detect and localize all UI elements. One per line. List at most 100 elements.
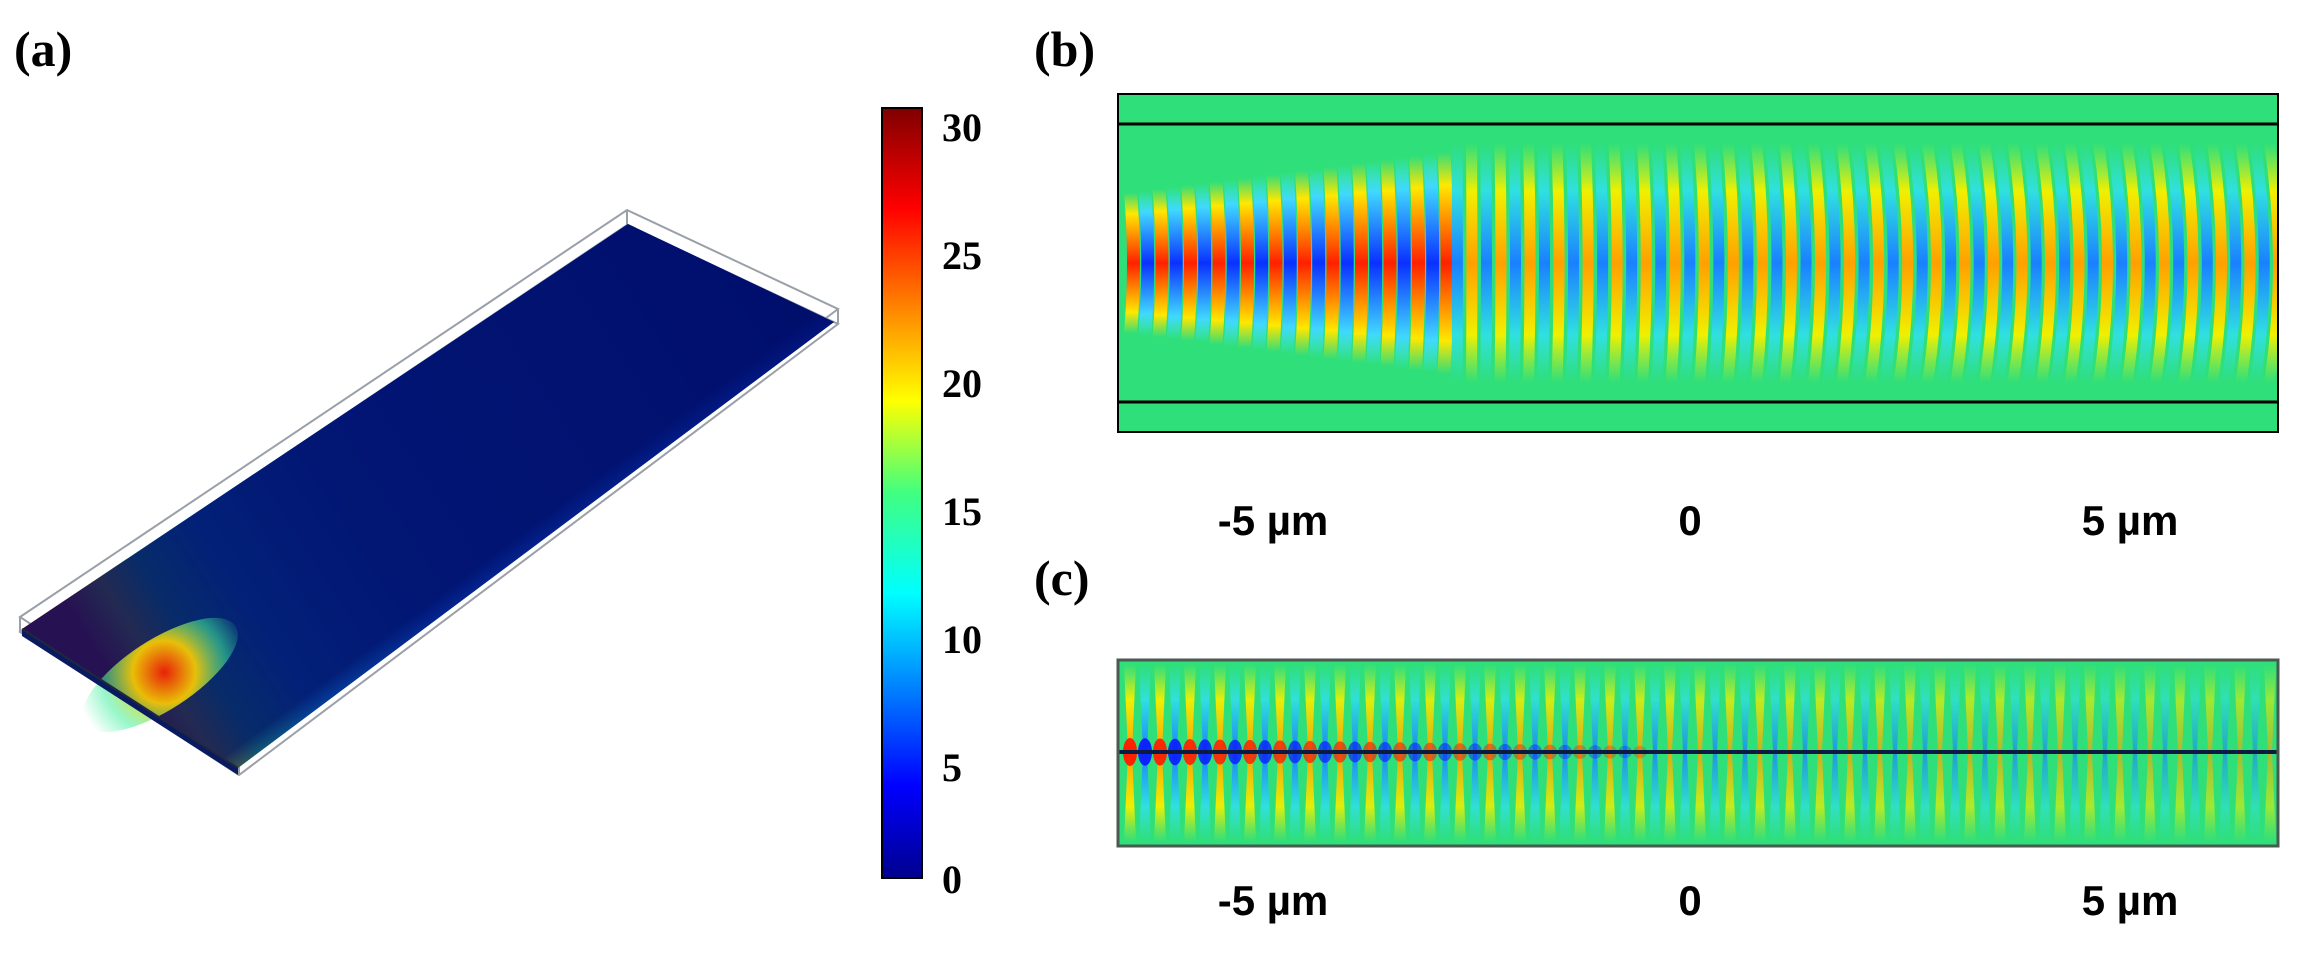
- panel-b-fringe: [1166, 186, 1183, 340]
- panel-b-fringe: [1295, 170, 1311, 356]
- panel-b-fringe: [1893, 143, 1914, 383]
- colorbar-tick-0: 0: [942, 857, 962, 902]
- panel-b-fringe: [1708, 143, 1725, 383]
- panel-c-xtick-left: -5 µm: [1217, 877, 1329, 924]
- panel-b-fringe: [1223, 179, 1240, 347]
- panel-b-fringe: [1879, 143, 1899, 383]
- panel-b-fringe: [1808, 143, 1827, 383]
- panel-c-xtick-center: 0: [1678, 877, 1702, 924]
- panel-b-fringe: [1508, 143, 1522, 383]
- panel-b-fringe: [1850, 143, 1870, 383]
- panel-b-fringe: [1252, 175, 1269, 351]
- panel-b-fringe: [1979, 143, 1999, 383]
- panel-b-fringe: [1494, 143, 1507, 383]
- panel-b-fringe: [1637, 143, 1652, 383]
- panel-b-fringe: [1451, 143, 1463, 383]
- panel-b-fringe: [1665, 143, 1681, 383]
- panel-b-fringe: [1907, 143, 1928, 383]
- panel-b-fringe: [2135, 143, 2156, 383]
- panel-b-fringe: [1950, 143, 1971, 383]
- panel-b-fringe: [1765, 143, 1783, 383]
- panel-b-fringe: [1651, 143, 1667, 383]
- colorbar-tick-25: 25: [942, 233, 982, 278]
- colorbar-tick-10: 10: [942, 617, 982, 662]
- panel-c-field: [1116, 658, 2280, 848]
- panel-b-fringe: [2021, 143, 2042, 383]
- panel-b-fringe: [1466, 143, 1478, 383]
- panel-b-fringe: [1679, 143, 1696, 383]
- panel-b-xtick-center: 0: [1678, 497, 1702, 544]
- panel-b-fringe: [1266, 174, 1283, 352]
- panel-b-fringe: [2221, 143, 2242, 383]
- panel-b-fringe: [1280, 172, 1297, 354]
- panel-b-fringe: [2107, 143, 2128, 383]
- panel-b-fringe: [2192, 143, 2213, 383]
- panel-b-fringe: [1565, 143, 1580, 383]
- panel-b-fringe: [2207, 143, 2227, 383]
- panel-b-fringe: [1608, 143, 1623, 383]
- panel-b-fringe: [1751, 143, 1768, 383]
- panel-b-fringe: [1480, 143, 1492, 383]
- panel-b-fringe: [1936, 143, 1957, 383]
- panel-b-fringe: [2178, 143, 2199, 383]
- panel-b-fringe: [1380, 159, 1397, 367]
- panel-b-fringe: [1594, 143, 1609, 383]
- panel-b-fringe: [2064, 143, 2085, 383]
- panel-b-fringe: [1124, 192, 1140, 334]
- panel-b-fringe: [1779, 143, 1798, 383]
- panel-b-fringe: [1309, 168, 1326, 358]
- panel-b-fringe: [1551, 143, 1565, 383]
- panel-b-fringe: [1865, 143, 1885, 383]
- colorbar: [881, 107, 923, 879]
- panel-b-fringe: [1423, 153, 1440, 373]
- colorbar-tick-30: 30: [942, 105, 982, 150]
- panel-b-fringe: [1836, 143, 1856, 383]
- panel-b-fringe: [2235, 143, 2256, 383]
- colorbar-tick-5: 5: [942, 745, 962, 790]
- panel-b-fringe: [2121, 143, 2142, 383]
- panel-b-fringe: [1964, 143, 1985, 383]
- panel-b-fringe: [1694, 143, 1710, 383]
- panel-b-fringe: [1622, 143, 1638, 383]
- panel-b-fringe: [1138, 190, 1155, 336]
- panel-b-fringe: [1394, 157, 1411, 369]
- panel-b-fringe: [1993, 143, 2014, 383]
- panel-b-fringe: [1209, 181, 1226, 345]
- panel-b-fringe: [1352, 162, 1368, 364]
- panel-b-fringe: [1323, 166, 1340, 360]
- panel-a-label: (a): [14, 21, 73, 77]
- panel-b-fringe: [1238, 177, 1254, 349]
- panel-b-fringe: [1366, 161, 1383, 365]
- panel-b-fringe: [2093, 143, 2113, 383]
- panel-b-fringe: [2150, 143, 2170, 383]
- panel-b-fringe: [1922, 143, 1942, 383]
- colorbar-gradient: [881, 107, 923, 879]
- panel-b-label: (b): [1034, 21, 1096, 77]
- panel-b-fringe: [1181, 185, 1197, 341]
- panel-b-fringe: [1195, 183, 1212, 343]
- panel-c-label: (c): [1034, 550, 1090, 606]
- panel-b-fringe: [1337, 164, 1354, 362]
- panel-b-fringe: [2264, 143, 2278, 383]
- panel-b-fringe: [1523, 143, 1536, 383]
- panel-b-fringe: [1409, 155, 1425, 371]
- panel-b-fringe: [2078, 143, 2099, 383]
- colorbar-tick-20: 20: [942, 361, 982, 406]
- panel-b-fringe: [1152, 188, 1169, 338]
- panel-b-fringe: [1537, 143, 1551, 383]
- panel-b-fringe: [2164, 143, 2185, 383]
- panel-b-fringe: [1722, 143, 1739, 383]
- colorbar-tick-15: 15: [942, 489, 982, 534]
- panel-b-fringe: [1822, 143, 1841, 383]
- panel-b-field: [1117, 93, 2279, 433]
- panel-b-fringe: [2050, 143, 2071, 383]
- panel-b-fringe: [2036, 143, 2056, 383]
- panel-c-xtick-right: 5 µm: [2081, 877, 2179, 924]
- panel-b-xtick-right: 5 µm: [2081, 497, 2179, 544]
- panel-b-fringe: [1793, 143, 1812, 383]
- panel-a-slab: [18, 208, 840, 777]
- panel-b-fringe: [1437, 151, 1454, 375]
- panel-b-fringe: [2007, 143, 2028, 383]
- panel-b-fringe: [1580, 143, 1594, 383]
